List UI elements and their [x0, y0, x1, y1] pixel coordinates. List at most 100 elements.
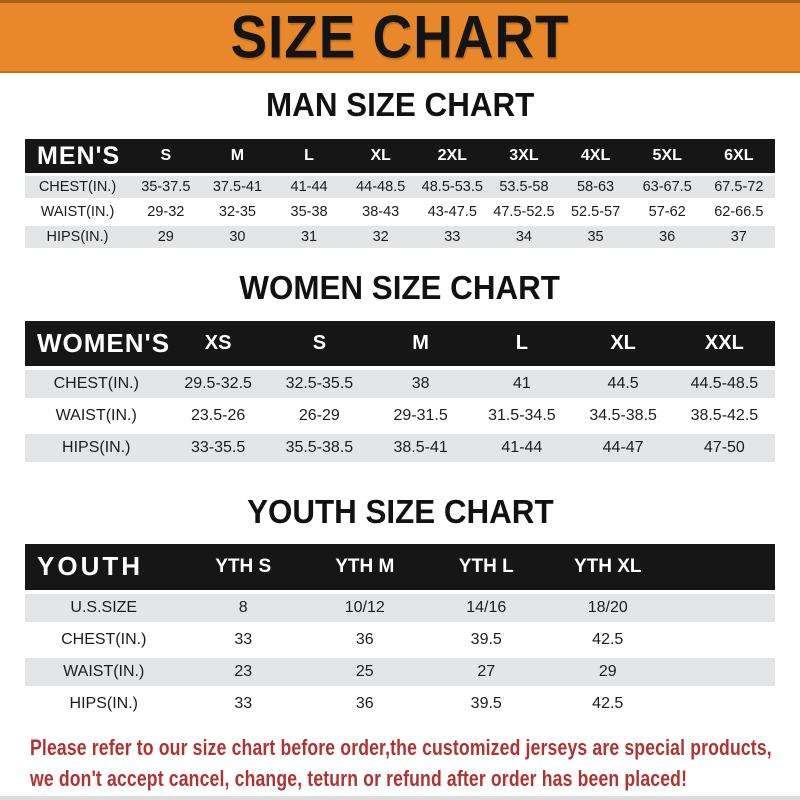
size-column-header: XXL — [704, 331, 744, 354]
table-row: WAIST(IN.) 29-32 32-35 35-38 38-43 43-47.5 47.… — [25, 201, 775, 224]
size-cell: 35-37.5 — [141, 179, 191, 196]
size-cell: 31.5-34.5 — [488, 406, 556, 424]
size-cell: 42.5 — [592, 694, 624, 712]
size-cell: 58-63 — [577, 179, 615, 196]
size-cell: 43-47.5 — [427, 204, 477, 221]
size-cell: 62-66.5 — [714, 204, 764, 221]
size-column-header: 5XL — [652, 147, 682, 165]
size-cell: 31 — [300, 229, 318, 246]
size-cell: 30 — [229, 229, 246, 246]
men-size-table: MEN'S S M L XL 2XL 3XL 4XL 5XL 6XL CHEST(IN.) 35-37… — [25, 139, 775, 249]
table-row: CHEST(IN.) 29.5-32.5 32.5-35.5 38 41 44.5 44.5… — [25, 369, 775, 398]
table-header-label: WOMEN'S — [37, 327, 171, 358]
size-cell: 39.5 — [470, 694, 502, 712]
size-cell: 33 — [444, 229, 461, 246]
size-cell: 41 — [512, 374, 531, 392]
size-cell: 38.5-42.5 — [690, 406, 759, 424]
size-column-header: YTH XL — [573, 555, 642, 577]
size-cell: 44-48.5 — [356, 179, 406, 196]
size-cell: 38.5-41 — [393, 438, 448, 456]
size-cell: 33 — [234, 630, 253, 648]
size-cell: 48.5-53.5 — [421, 179, 483, 196]
table-row: U.S.SIZE 8 10/12 14/16 18/20 — [25, 593, 775, 622]
size-cell: 32-35 — [218, 204, 256, 221]
size-cell: 10/12 — [344, 598, 385, 616]
size-cell: 47.5-52.5 — [493, 204, 555, 221]
size-cell: 29.5-32.5 — [184, 374, 252, 392]
youth-section-title: YOUTH SIZE CHART — [246, 492, 554, 530]
size-cell: 41-44 — [501, 438, 543, 456]
size-column-header: S — [312, 331, 327, 354]
size-cell: 36 — [355, 630, 374, 648]
row-label: HIPS(IN.) — [62, 438, 131, 456]
size-cell: 44-47 — [602, 438, 644, 456]
row-label: U.S.SIZE — [70, 598, 138, 616]
size-column-header: L — [515, 331, 528, 354]
size-cell: 44.5-48.5 — [690, 374, 759, 392]
size-column-header: M — [412, 331, 429, 354]
row-label: CHEST(IN.) — [61, 630, 147, 648]
table-header-label: YOUTH — [37, 551, 143, 582]
size-cell: 35-38 — [290, 204, 328, 221]
youth-size-table: YOUTH YTH S YTH M YTH L YTH XL U.S.SIZE 8 10/12… — [25, 543, 775, 718]
size-cell: 47-50 — [703, 438, 745, 456]
order-notice-line-2: we don't accept cancel, change, teturn o… — [30, 765, 688, 791]
size-cell: 34.5-38.5 — [589, 406, 657, 424]
size-cell: 38-43 — [362, 204, 400, 221]
size-cell: 52.5-57 — [570, 204, 621, 221]
table-header-row: YOUTH YTH S YTH M YTH L YTH XL — [25, 543, 775, 590]
size-cell: 67.5-72 — [714, 179, 764, 196]
size-column-header: XL — [370, 147, 391, 165]
size-cell: 33 — [234, 694, 253, 712]
size-cell: 36 — [659, 229, 676, 246]
size-cell: 63-67.5 — [642, 179, 692, 196]
size-cell: 41-44 — [290, 179, 328, 196]
table-row: HIPS(IN.) 29 30 31 32 33 34 35 36 37 — [25, 226, 775, 249]
size-cell: 35 — [587, 229, 604, 246]
row-label: HIPS(IN.) — [46, 229, 109, 246]
size-column-header: 6XL — [724, 147, 754, 165]
size-cell: 39.5 — [470, 630, 502, 648]
order-notice-line-1: Please refer to our size chart before or… — [30, 734, 772, 760]
table-row: HIPS(IN.) 33-35.5 35.5-38.5 38.5-41 41-44 44-… — [25, 433, 775, 462]
size-cell: 29-31.5 — [393, 406, 448, 424]
size-column-header: 3XL — [509, 147, 539, 165]
order-notice: Please refer to our size chart before or… — [0, 732, 800, 794]
size-cell: 53.5-58 — [499, 179, 549, 196]
table-header-row: WOMEN'S XS S M L XL XXL — [25, 320, 775, 366]
size-cell: 25 — [355, 662, 374, 680]
table-header-row: MEN'S S M L XL 2XL 3XL 4XL 5XL 6XL — [25, 139, 775, 174]
size-column-header: XS — [204, 331, 232, 354]
size-chart-banner: SIZE CHART — [0, 0, 800, 73]
size-cell: 29 — [157, 229, 174, 246]
size-cell: 23 — [234, 662, 253, 680]
women-size-table: WOMEN'S XS S M L XL XXL CHEST(IN.) 29.5-32.5 32.5… — [25, 320, 775, 462]
size-cell: 8 — [238, 598, 248, 616]
size-column-header: M — [230, 147, 245, 165]
size-column-header: YTH M — [335, 555, 395, 577]
size-cell: 23.5-26 — [190, 406, 246, 424]
size-cell: 38 — [411, 374, 430, 392]
size-cell: 27 — [477, 662, 496, 680]
size-column-header: S — [160, 147, 172, 165]
table-row: HIPS(IN.) 33 36 39.5 42.5 — [25, 689, 775, 718]
row-label: WAIST(IN.) — [40, 204, 115, 221]
table-header-label: MEN'S — [37, 141, 121, 170]
size-column-header: XL — [610, 331, 636, 354]
row-label: CHEST(IN.) — [38, 179, 117, 196]
size-cell: 42.5 — [592, 630, 624, 648]
size-cell: 32.5-35.5 — [285, 374, 354, 392]
size-cell: 14/16 — [466, 598, 507, 616]
page-title: SIZE CHART — [230, 2, 570, 71]
size-column-header: YTH S — [215, 555, 272, 577]
row-label: CHEST(IN.) — [53, 374, 139, 392]
size-cell: 34 — [515, 229, 532, 246]
size-cell: 18/20 — [587, 598, 628, 616]
row-label: WAIST(IN.) — [63, 662, 145, 680]
table-row: CHEST(IN.) 35-37.5 37.5-41 41-44 44-48.5 48.5… — [25, 176, 775, 199]
size-column-header: YTH L — [458, 555, 514, 577]
size-cell: 29-32 — [147, 204, 185, 221]
size-cell: 44.5 — [607, 374, 639, 392]
size-cell: 57-62 — [648, 204, 686, 221]
